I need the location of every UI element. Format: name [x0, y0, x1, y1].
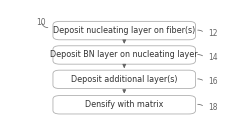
Text: 18: 18 [208, 103, 218, 112]
FancyArrowPatch shape [198, 30, 202, 31]
Text: Deposit additional layer(s): Deposit additional layer(s) [71, 75, 178, 84]
FancyArrowPatch shape [198, 55, 202, 56]
FancyArrowPatch shape [198, 104, 202, 106]
FancyBboxPatch shape [53, 21, 196, 40]
Text: 10: 10 [36, 18, 46, 27]
Text: 14: 14 [208, 53, 218, 62]
FancyArrowPatch shape [198, 79, 202, 80]
FancyArrowPatch shape [42, 23, 48, 28]
Text: Densify with matrix: Densify with matrix [85, 100, 164, 109]
FancyBboxPatch shape [53, 70, 196, 89]
Text: 16: 16 [208, 77, 218, 86]
Text: 12: 12 [208, 29, 218, 38]
Text: Deposit nucleating layer on fiber(s): Deposit nucleating layer on fiber(s) [53, 26, 196, 35]
FancyBboxPatch shape [53, 46, 196, 64]
FancyBboxPatch shape [53, 96, 196, 114]
Text: Deposit BN layer on nucleating layer: Deposit BN layer on nucleating layer [50, 50, 198, 60]
